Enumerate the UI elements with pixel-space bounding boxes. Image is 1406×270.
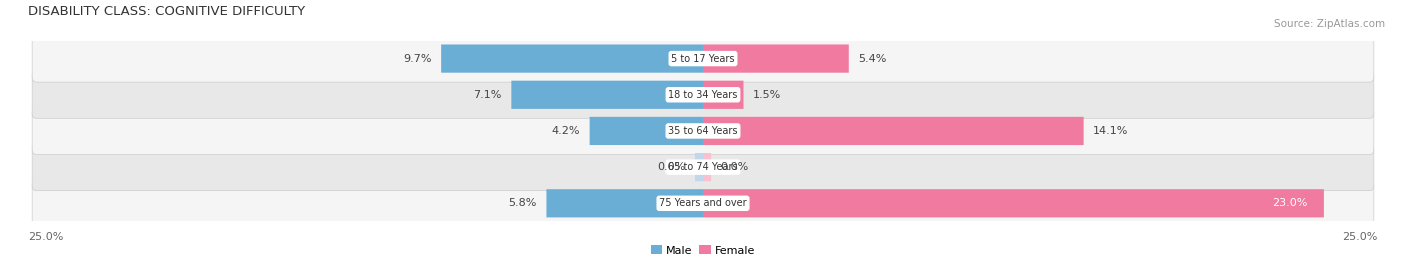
FancyBboxPatch shape [32,35,1374,82]
Text: 7.1%: 7.1% [474,90,502,100]
FancyBboxPatch shape [703,189,1324,217]
FancyBboxPatch shape [512,81,703,109]
FancyBboxPatch shape [547,189,703,217]
Text: 14.1%: 14.1% [1092,126,1129,136]
FancyBboxPatch shape [32,107,1374,154]
Text: 25.0%: 25.0% [28,232,63,242]
FancyBboxPatch shape [441,45,703,73]
FancyBboxPatch shape [703,117,1084,145]
Text: 9.7%: 9.7% [404,53,432,64]
FancyBboxPatch shape [703,45,849,73]
Text: 75 Years and over: 75 Years and over [659,198,747,208]
FancyBboxPatch shape [695,153,703,181]
FancyBboxPatch shape [703,81,744,109]
Text: 0.0%: 0.0% [720,162,749,172]
Text: 0.0%: 0.0% [657,162,686,172]
FancyBboxPatch shape [589,117,703,145]
Text: 5.8%: 5.8% [509,198,537,208]
Text: 1.5%: 1.5% [754,90,782,100]
Text: 25.0%: 25.0% [1343,232,1378,242]
FancyBboxPatch shape [32,180,1374,227]
FancyBboxPatch shape [32,144,1374,191]
Legend: Male, Female: Male, Female [651,245,755,256]
Text: 5 to 17 Years: 5 to 17 Years [671,53,735,64]
Text: 65 to 74 Years: 65 to 74 Years [668,162,738,172]
Text: Source: ZipAtlas.com: Source: ZipAtlas.com [1274,19,1385,29]
Text: DISABILITY CLASS: COGNITIVE DIFFICULTY: DISABILITY CLASS: COGNITIVE DIFFICULTY [28,5,305,18]
Text: 23.0%: 23.0% [1272,198,1308,208]
FancyBboxPatch shape [703,153,711,181]
Text: 18 to 34 Years: 18 to 34 Years [668,90,738,100]
FancyBboxPatch shape [32,71,1374,118]
Text: 35 to 64 Years: 35 to 64 Years [668,126,738,136]
Text: 5.4%: 5.4% [858,53,887,64]
Text: 4.2%: 4.2% [551,126,581,136]
